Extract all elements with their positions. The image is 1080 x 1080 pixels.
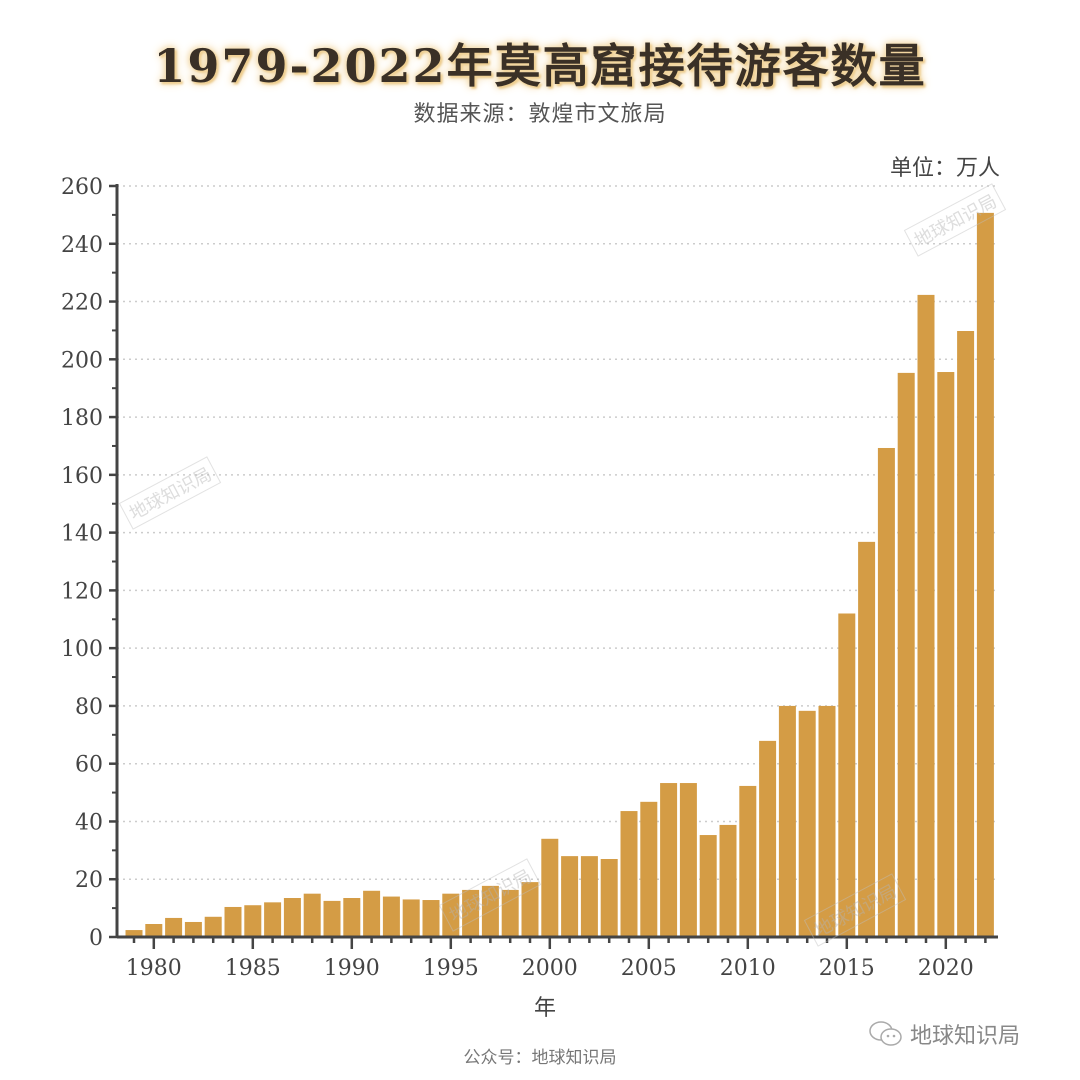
bar-2001 (561, 856, 579, 937)
bar-2009 (719, 824, 737, 937)
bar-1989 (323, 900, 341, 937)
bar-2018 (897, 372, 915, 938)
bar-1995 (442, 893, 460, 937)
x-tick-label: 2000 (522, 956, 578, 981)
axes: 0 20 40 60 80 100 120 140 160 180 200 220 240 260 1980… (61, 175, 998, 981)
bar-2006 (660, 783, 678, 937)
y-tick-label: 60 (75, 753, 103, 778)
x-tick-label: 2010 (720, 956, 776, 981)
bar-2022 (976, 212, 994, 938)
y-tick-label: 240 (61, 233, 103, 258)
bar-2011 (759, 740, 777, 937)
bar-2007 (679, 783, 697, 937)
bar-1983 (204, 916, 222, 937)
bar-2016 (858, 541, 876, 937)
x-tick-label: 1995 (423, 956, 479, 981)
y-tick-label: 0 (89, 926, 103, 951)
y-tick-label: 40 (75, 810, 103, 835)
bar-1986 (264, 902, 282, 937)
y-tick-label: 80 (75, 695, 103, 720)
bar-2020 (937, 372, 955, 937)
bar-1992 (382, 896, 400, 937)
chart-subtitle: 数据来源：敦煌市文旅局 (413, 102, 667, 127)
x-tick-label: 2020 (918, 956, 974, 981)
bar-1999 (521, 882, 539, 937)
bar-1991 (363, 890, 381, 937)
brand: 地球知识局 (868, 1018, 1020, 1050)
unit-label: 单位：万人 (889, 156, 1000, 181)
y-tick-label: 160 (61, 464, 103, 489)
bar-1982 (184, 921, 202, 937)
bar-2010 (739, 785, 757, 937)
bar-2002 (580, 856, 598, 937)
y-tick-label: 260 (61, 175, 103, 200)
bar-1990 (343, 898, 361, 937)
bar-1994 (422, 900, 440, 937)
bar-2000 (541, 838, 559, 937)
brand-label: 地球知识局 (910, 1024, 1021, 1049)
bar-2019 (917, 294, 935, 937)
bar-2008 (699, 835, 717, 937)
bar-2003 (600, 859, 618, 937)
y-tick-label: 100 (61, 637, 103, 662)
bar-1996 (462, 889, 480, 937)
x-tick-label: 1990 (324, 956, 380, 981)
y-tick-label: 220 (61, 291, 103, 316)
bar-2013 (798, 710, 816, 937)
bar-1980 (145, 924, 163, 937)
chart-title: 1979-2022年莫高窟接待游客数量 (153, 39, 927, 93)
bars (125, 212, 994, 938)
bar-1984 (224, 906, 242, 937)
bar-1985 (244, 905, 262, 937)
bar-1981 (165, 917, 183, 937)
footer-text: 公众号：地球知识局 (463, 1048, 617, 1068)
bar-1979 (125, 930, 143, 937)
bar-2005 (640, 801, 658, 937)
y-tick-label: 20 (75, 868, 103, 893)
bar-2014 (818, 705, 836, 937)
x-axis-label: 年 (534, 996, 556, 1021)
wechat-icon (869, 1021, 902, 1046)
bar-1987 (283, 898, 301, 937)
y-tick-label: 200 (61, 348, 103, 373)
y-tick-label: 180 (61, 406, 103, 431)
bar-1997 (481, 885, 499, 937)
bar-2017 (877, 447, 895, 937)
bar-2004 (620, 811, 638, 937)
x-tick-label: 1985 (225, 956, 281, 981)
bar-1988 (303, 893, 321, 937)
x-tick-label: 2005 (621, 956, 677, 981)
y-tick-label: 120 (61, 579, 103, 604)
bar-1998 (501, 889, 519, 937)
x-tick-label: 2015 (819, 956, 875, 981)
bar-1993 (402, 899, 420, 937)
x-tick-label: 1980 (126, 956, 182, 981)
y-tick-label: 140 (61, 522, 103, 547)
bar-2015 (838, 613, 856, 937)
bar-2021 (957, 331, 975, 938)
bar-2012 (778, 705, 796, 937)
